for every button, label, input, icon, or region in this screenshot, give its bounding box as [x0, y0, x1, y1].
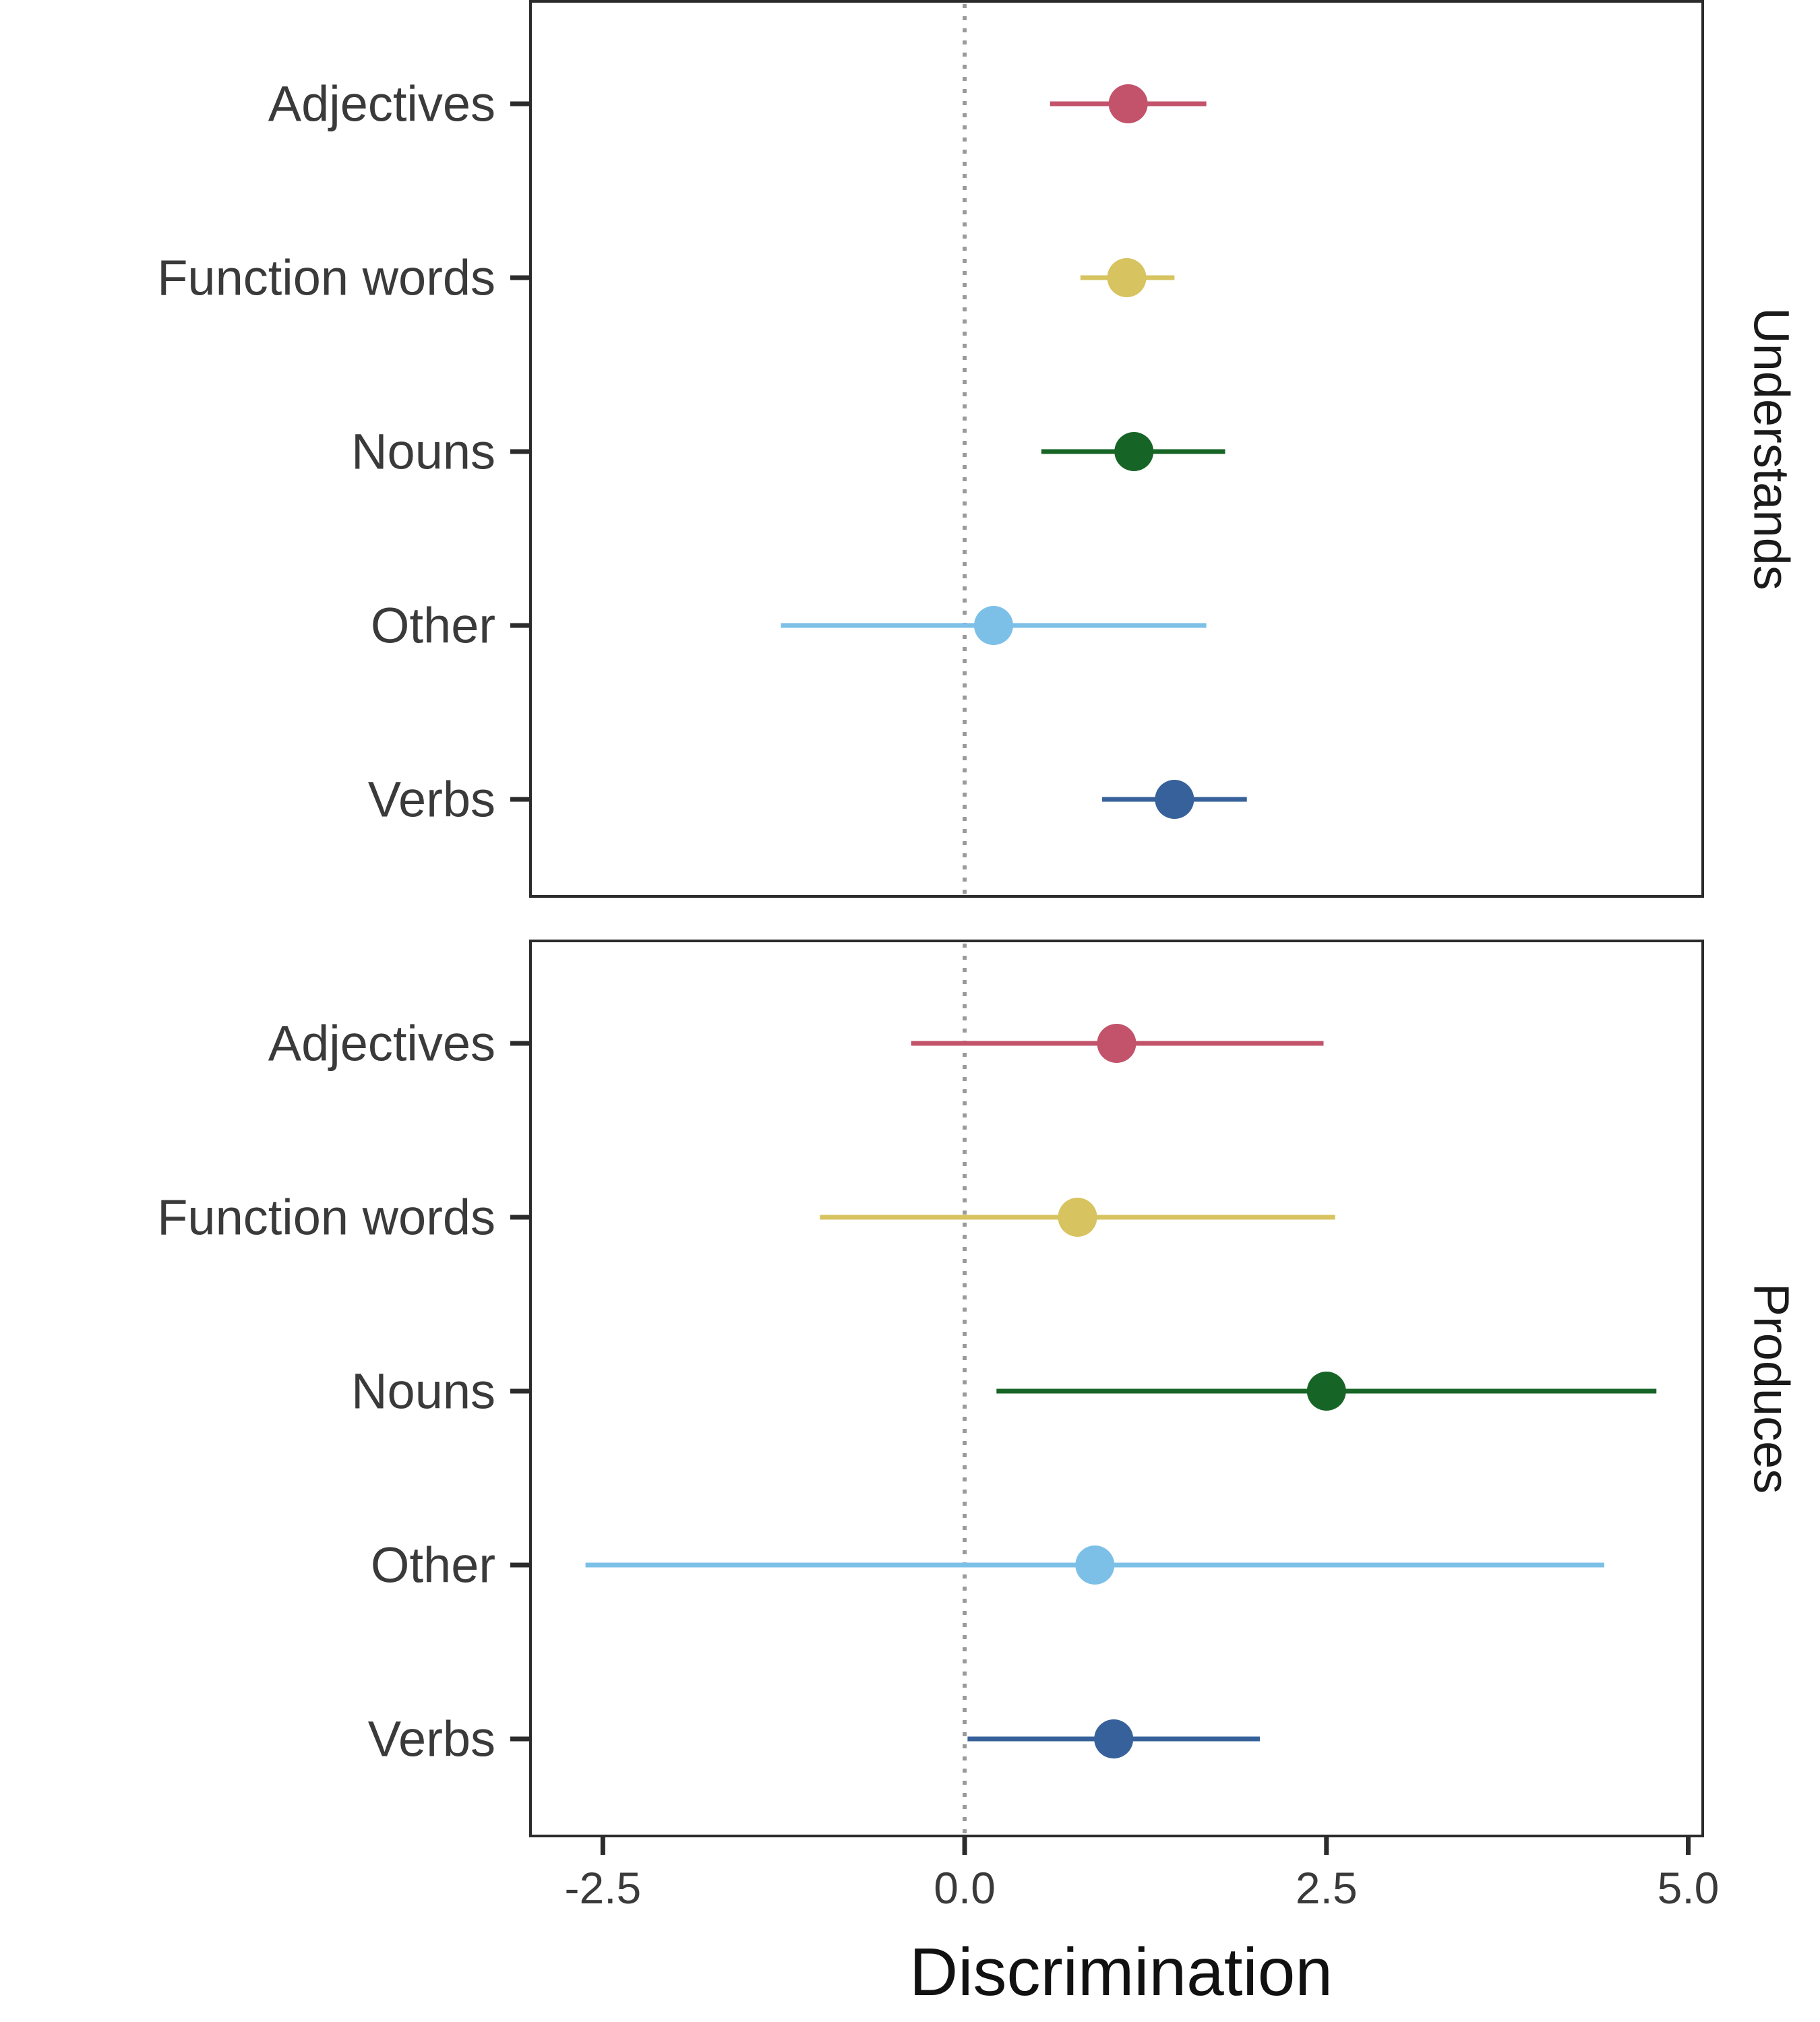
point-estimate	[1097, 1024, 1136, 1063]
y-tick-label: Nouns	[351, 424, 495, 480]
point-estimate	[1075, 1545, 1115, 1585]
point-estimate	[1058, 1198, 1097, 1237]
point-estimate	[1155, 780, 1194, 819]
y-tick-label: Adjectives	[268, 76, 495, 132]
panel-frame	[529, 0, 1704, 898]
x-tick-label: -2.5	[564, 1863, 641, 1913]
x-tick-label: 0.0	[934, 1863, 996, 1913]
y-tick-label: Function words	[157, 1190, 495, 1246]
y-tick-label: Function words	[157, 250, 495, 306]
y-tick-label: Other	[371, 598, 495, 654]
y-tick-label: Other	[371, 1537, 495, 1593]
point-estimate	[1114, 432, 1154, 471]
point-estimate	[1108, 84, 1148, 123]
point-estimate	[1306, 1372, 1346, 1411]
panel-frame	[529, 940, 1704, 1837]
y-tick-label: Verbs	[368, 772, 495, 828]
x-tick-label: 5.0	[1658, 1863, 1720, 1913]
point-estimate	[974, 606, 1014, 645]
point-estimate	[1094, 1719, 1134, 1758]
x-tick-label: 2.5	[1296, 1863, 1358, 1913]
y-tick-label: Nouns	[351, 1364, 495, 1419]
y-tick-label: Verbs	[368, 1711, 495, 1767]
panel-strip-label: Produces	[1744, 1283, 1800, 1494]
point-estimate	[1107, 258, 1147, 297]
panel-strip-label: Understands	[1744, 307, 1800, 590]
y-tick-label: Adjectives	[268, 1016, 495, 1072]
x-axis-title: Discrimination	[909, 1934, 1333, 2010]
